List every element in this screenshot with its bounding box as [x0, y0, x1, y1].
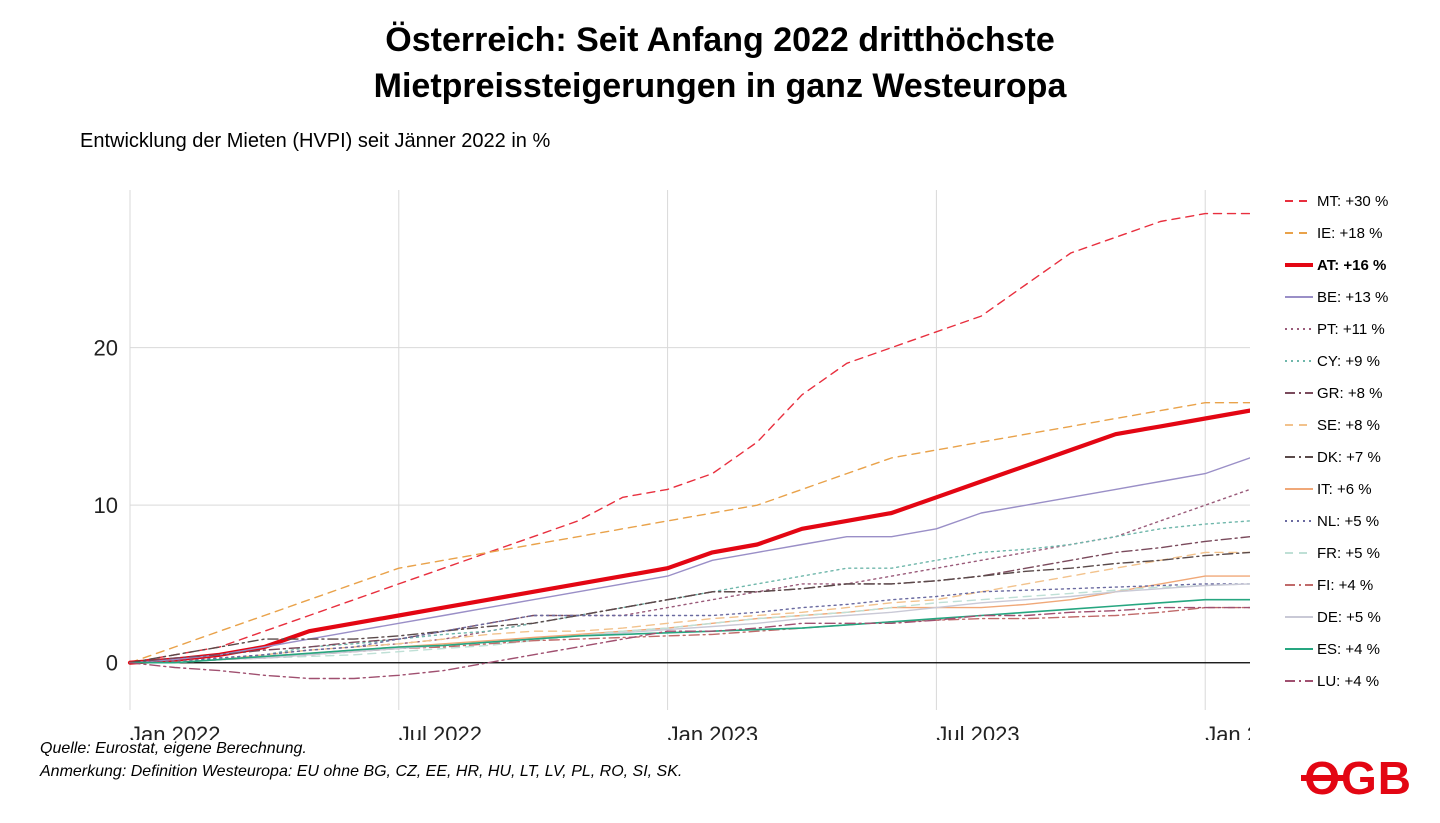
legend-label-PT: PT: +11 %	[1317, 321, 1385, 338]
legend-label-FR: FR: +5 %	[1317, 545, 1380, 562]
series-LU	[130, 608, 1250, 679]
svg-text:10: 10	[94, 493, 118, 518]
legend-label-LU: LU: +4 %	[1317, 673, 1379, 690]
series-IE	[130, 403, 1250, 663]
legend-item-FI: FI: +4 %	[1285, 569, 1435, 601]
legend-label-DE: DE: +5 %	[1317, 609, 1381, 626]
svg-text:Jul 2023: Jul 2023	[936, 722, 1019, 740]
legend-item-FR: FR: +5 %	[1285, 537, 1435, 569]
legend-label-SE: SE: +8 %	[1317, 417, 1380, 434]
legend-swatch-AT	[1285, 249, 1313, 281]
legend-item-CY: CY: +9 %	[1285, 345, 1435, 377]
legend-item-IT: IT: +6 %	[1285, 473, 1435, 505]
legend-item-GR: GR: +8 %	[1285, 377, 1435, 409]
legend-swatch-IT	[1285, 473, 1313, 505]
legend-item-MT: MT: +30 %	[1285, 185, 1435, 217]
legend-swatch-DK	[1285, 441, 1313, 473]
legend-swatch-BE	[1285, 281, 1313, 313]
legend-label-IE: IE: +18 %	[1317, 225, 1382, 242]
chart-subtitle: Entwicklung der Mieten (HVPI) seit Jänne…	[80, 130, 550, 153]
source-note: Quelle: Eurostat, eigene Berechnung. Anm…	[40, 738, 682, 783]
legend-swatch-IE	[1285, 217, 1313, 249]
legend: MT: +30 % IE: +18 % AT: +16 % BE: +13 % PT: …	[1285, 185, 1435, 697]
legend-swatch-FR	[1285, 537, 1313, 569]
legend-item-IE: IE: +18 %	[1285, 217, 1435, 249]
legend-item-PT: PT: +11 %	[1285, 313, 1435, 345]
legend-item-ES: ES: +4 %	[1285, 633, 1435, 665]
legend-item-SE: SE: +8 %	[1285, 409, 1435, 441]
legend-label-NL: NL: +5 %	[1317, 513, 1379, 530]
chart-svg: 01020Jan 2022Jul 2022Jan 2023Jul 2023Jan…	[80, 180, 1250, 740]
title-line-1: Österreich: Seit Anfang 2022 dritthöchst…	[385, 21, 1054, 59]
source-line-2: Anmerkung: Definition Westeuropa: EU ohn…	[40, 761, 682, 783]
legend-swatch-SE	[1285, 409, 1313, 441]
legend-swatch-GR	[1285, 377, 1313, 409]
legend-item-NL: NL: +5 %	[1285, 505, 1435, 537]
legend-label-FI: FI: +4 %	[1317, 577, 1373, 594]
svg-text:20: 20	[94, 336, 118, 361]
legend-swatch-LU	[1285, 665, 1313, 697]
legend-swatch-ES	[1285, 633, 1313, 665]
legend-item-DK: DK: +7 %	[1285, 441, 1435, 473]
legend-item-LU: LU: +4 %	[1285, 665, 1435, 697]
legend-swatch-CY	[1285, 345, 1313, 377]
legend-swatch-NL	[1285, 505, 1313, 537]
legend-item-DE: DE: +5 %	[1285, 601, 1435, 633]
legend-swatch-FI	[1285, 569, 1313, 601]
legend-label-ES: ES: +4 %	[1317, 641, 1380, 658]
svg-text:0: 0	[106, 651, 118, 676]
series-AT	[130, 411, 1250, 663]
legend-label-AT: AT: +16 %	[1317, 257, 1386, 274]
legend-label-IT: IT: +6 %	[1317, 481, 1372, 498]
title-line-2: Mietpreissteigerungen in ganz Westeuropa	[374, 67, 1067, 105]
legend-label-DK: DK: +7 %	[1317, 449, 1381, 466]
legend-item-BE: BE: +13 %	[1285, 281, 1435, 313]
legend-swatch-PT	[1285, 313, 1313, 345]
legend-swatch-MT	[1285, 185, 1313, 217]
legend-item-AT: AT: +16 %	[1285, 249, 1435, 281]
source-line-1: Quelle: Eurostat, eigene Berechnung.	[40, 738, 682, 760]
legend-label-CY: CY: +9 %	[1317, 353, 1380, 370]
chart-title: Österreich: Seit Anfang 2022 dritthöchst…	[0, 18, 1440, 110]
series-SE	[130, 552, 1250, 662]
series-DK	[130, 552, 1250, 662]
legend-label-MT: MT: +30 %	[1317, 193, 1388, 210]
legend-swatch-DE	[1285, 601, 1313, 633]
svg-text:Jan 2024: Jan 2024	[1205, 722, 1250, 740]
legend-label-GR: GR: +8 %	[1317, 385, 1382, 402]
ogb-logo: OGB	[1304, 751, 1412, 805]
line-chart: 01020Jan 2022Jul 2022Jan 2023Jul 2023Jan…	[80, 180, 1250, 745]
legend-label-BE: BE: +13 %	[1317, 289, 1388, 306]
series-GR	[130, 537, 1250, 663]
